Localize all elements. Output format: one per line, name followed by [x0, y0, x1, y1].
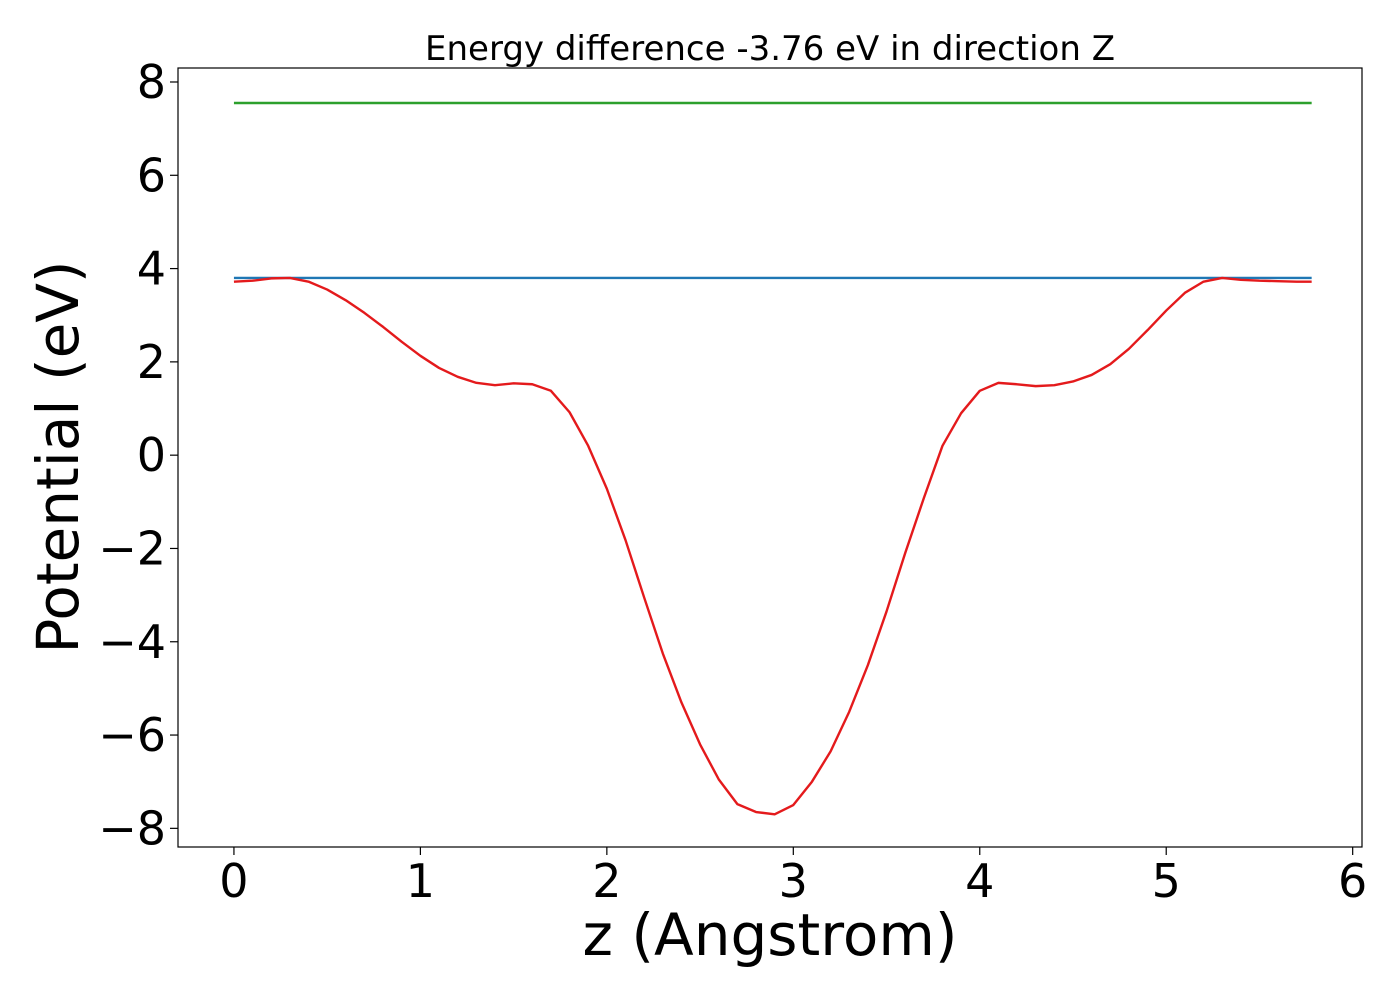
x-tick-label: 4 — [965, 854, 994, 908]
x-tick-label: 2 — [592, 854, 621, 908]
y-tick-label: −8 — [98, 801, 166, 855]
plot-area-frame — [177, 67, 1363, 848]
y-tick-label: 8 — [137, 55, 166, 109]
y-tick-label: −4 — [98, 615, 166, 669]
x-axis-ticks: 0 1 2 3 4 5 6 — [219, 847, 1367, 908]
x-tick-label: 3 — [779, 854, 808, 908]
x-tick-label: 0 — [219, 854, 248, 908]
series-group — [233, 101, 1312, 816]
x-tick-label: 1 — [406, 854, 435, 908]
y-tick-label: 0 — [137, 428, 166, 482]
y-tick-label: −2 — [98, 521, 166, 575]
y-tick-label: −6 — [98, 708, 166, 762]
y-tick-label: 4 — [137, 242, 166, 296]
x-tick-label: 6 — [1338, 854, 1367, 908]
series-line-2 — [233, 276, 1312, 816]
y-tick-label: 6 — [137, 148, 166, 202]
y-tick-label: 2 — [137, 335, 166, 389]
chart-title: Energy difference -3.76 eV in direction … — [425, 29, 1115, 69]
y-axis-ticks: 8 6 4 2 0 −2 −4 −6 −8 — [98, 55, 178, 855]
x-tick-label: 5 — [1152, 854, 1181, 908]
x-axis-label: z (Angstrom) — [583, 901, 958, 969]
y-axis-label: Potential (eV) — [24, 260, 92, 653]
